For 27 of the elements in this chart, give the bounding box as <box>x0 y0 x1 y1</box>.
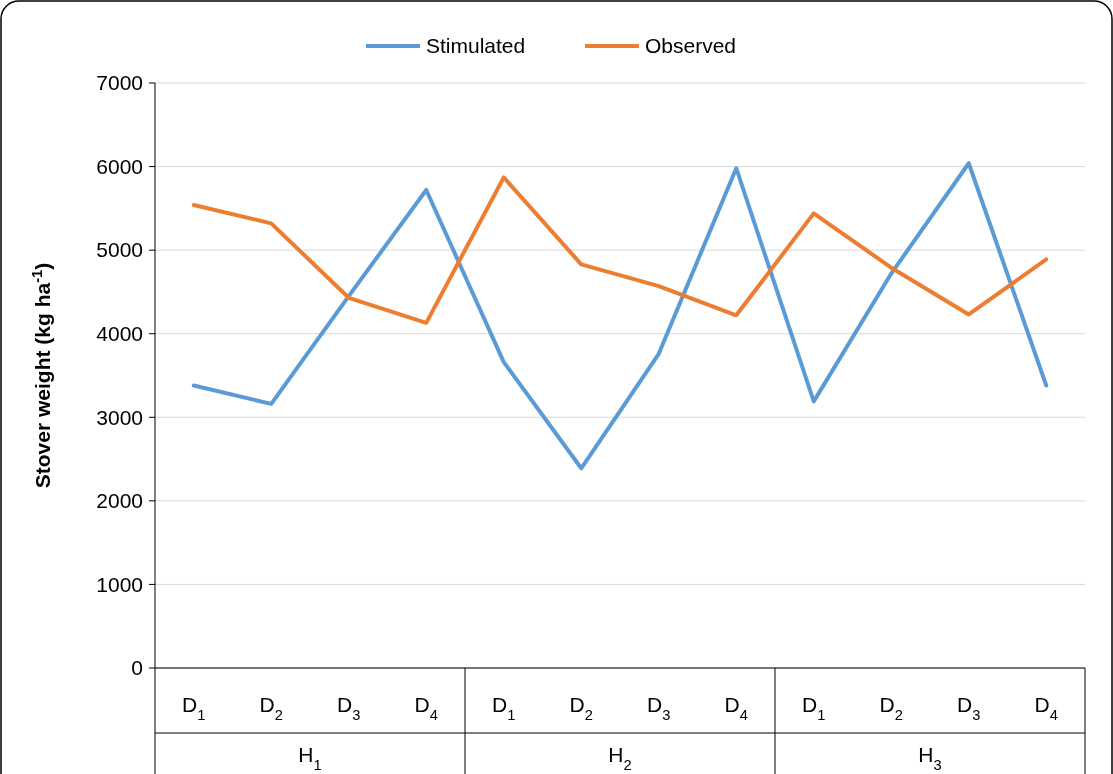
x-tick-label: D$_{3}$ <box>647 693 671 723</box>
x-tick-label: D$_{1}$ <box>182 693 206 723</box>
y-tick-label: 7000 <box>96 71 143 95</box>
y-tick-label: 6000 <box>96 154 143 178</box>
legend-label: Stimulated <box>426 34 526 58</box>
x-tick-label: D$_{4}$ <box>724 693 748 723</box>
y-tick-label: 2000 <box>96 489 143 513</box>
y-tick-label: 1000 <box>96 572 143 596</box>
y-tick-label: 4000 <box>96 322 143 346</box>
legend-label: Observed <box>645 34 737 58</box>
x-tick-label: D$_{4}$ <box>414 693 438 723</box>
x-tick-label: D$_{2}$ <box>879 693 903 723</box>
line-series <box>191 161 1049 471</box>
x-tick-label: D$_{3}$ <box>957 693 981 723</box>
line-series <box>191 175 1049 325</box>
x-tick-label: D$_{4}$ <box>1034 693 1058 723</box>
text: H$_{3}$ <box>918 743 942 773</box>
x-tick-label: D$_{2}$ <box>259 693 283 723</box>
y-tick-label: 3000 <box>96 405 143 429</box>
y-tick-label: 5000 <box>96 238 143 262</box>
x-tick-label: D$_{2}$ <box>569 693 593 723</box>
y-tick-label: 0 <box>131 656 143 680</box>
x-tick-label: D$_{1}$ <box>802 693 826 723</box>
text: H$_{1}$ <box>298 743 322 773</box>
x-tick-label: D$_{1}$ <box>492 693 516 723</box>
text: H$_{2}$ <box>608 743 632 773</box>
x-tick-label: D$_{3}$ <box>337 693 361 723</box>
